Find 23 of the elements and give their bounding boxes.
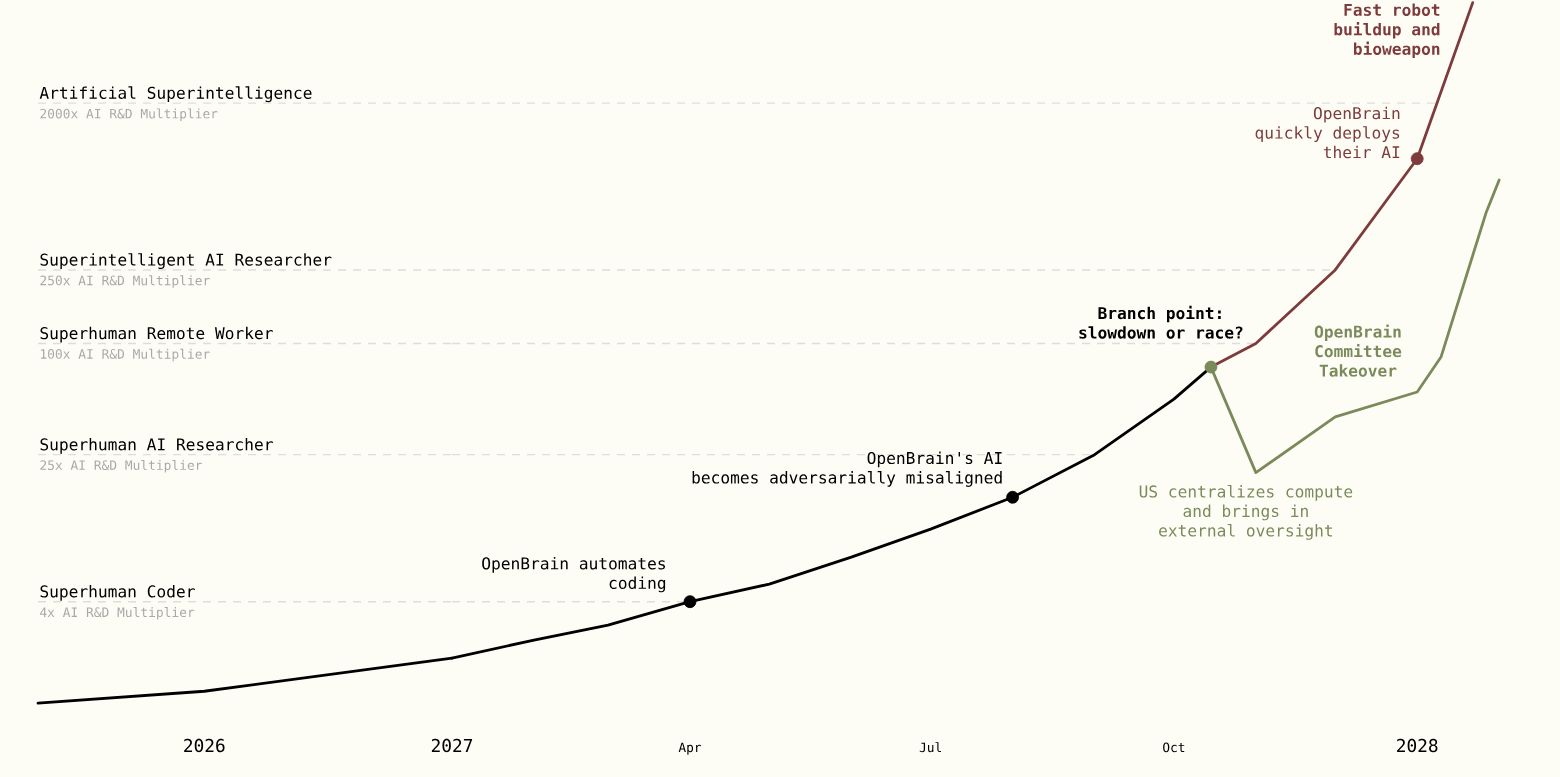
annotation: OpenBrain quickly deploys their AI	[1255, 106, 1400, 159]
y-tick-label: 4x AI R&D Multiplier	[40, 607, 195, 620]
ref-line-label: Superhuman Remote Worker	[40, 326, 273, 343]
x-tick-label: 2026	[184, 738, 225, 753]
annotation: OpenBrain's AI becomes adversarially misaligned	[692, 451, 1002, 487]
x-tick-label: Apr	[678, 742, 702, 755]
x-tick-label: 2028	[1397, 738, 1438, 753]
ref-line-label: Superhuman Coder	[40, 585, 195, 601]
y-tick-label: 100x AI R&D Multiplier	[40, 348, 210, 362]
x-tick-label: Jul	[919, 742, 941, 753]
x-tick-label: 2027	[431, 738, 473, 753]
x-tick-label: Oct	[1163, 742, 1185, 753]
y-tick-label: 25x AI R&D Multiplier	[40, 460, 202, 473]
ref-line-label: Artificial Superintelligence	[39, 86, 312, 103]
y-tick-label: 2000x AI R&D Multiplier	[40, 108, 218, 121]
ref-line-label: Superhuman AI Researcher	[40, 437, 273, 454]
y-tick-label: 250x AI R&D Multiplier	[40, 275, 210, 288]
annotation: US centralizes compute and brings in external oversight	[1139, 484, 1353, 540]
annotation: OpenBrain automates coding	[482, 557, 666, 593]
series-label: Fast robot buildup and bioweapon	[1334, 3, 1440, 59]
series-label: OpenBrain Committee Takeover	[1314, 324, 1402, 377]
annotation: Branch point: slowdown or race?	[1079, 305, 1243, 339]
ref-line-label: Superintelligent AI Researcher	[40, 253, 332, 270]
